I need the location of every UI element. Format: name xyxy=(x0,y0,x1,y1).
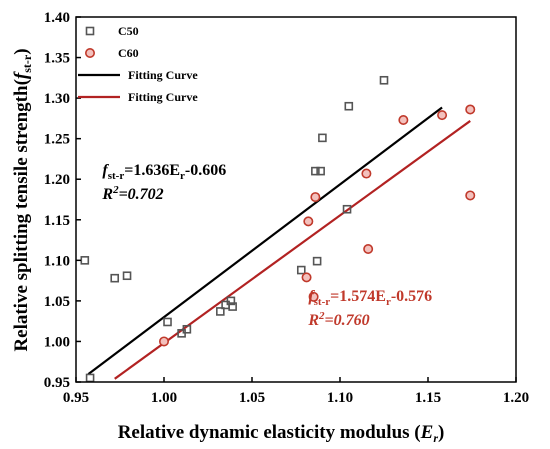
c60-data-point xyxy=(437,110,448,121)
c50-data-point xyxy=(122,271,132,281)
c50-data-point xyxy=(342,204,352,214)
c60-data-point xyxy=(398,115,409,126)
c50-data-point xyxy=(216,307,225,316)
c50-data-point xyxy=(311,166,320,176)
y-tick-label: 1.30 xyxy=(44,91,70,107)
y-axis-label: Relative splitting tensile strength(fst-… xyxy=(11,48,34,351)
c50-data-point xyxy=(110,273,120,283)
y-tick-label: 1.10 xyxy=(44,253,70,269)
fit-lines-group xyxy=(87,106,471,380)
x-axis-label: Relative dynamic elasticity modulus (Er) xyxy=(118,422,445,445)
fit-r2-text: R2=0.760 xyxy=(307,310,369,329)
equation-annotations: fst-r=1.636Er-0.606 R2=0.702 fst-r=1.574Er… xyxy=(101,162,432,329)
c60-data-point xyxy=(303,216,314,227)
c60-data-point xyxy=(361,168,372,179)
c60-data-point xyxy=(465,104,476,115)
x-tick-label: 1.15 xyxy=(415,390,441,406)
c60-data-point xyxy=(308,291,319,302)
c50-data-point xyxy=(318,133,327,143)
c60-data-point xyxy=(159,336,170,347)
x-tick-label: 0.95 xyxy=(63,390,89,406)
c50-data-point xyxy=(312,256,322,266)
c50-data-point xyxy=(226,296,236,306)
c50-data-point xyxy=(80,256,90,265)
fit-equation-text: fst-r=1.636Er-0.606 xyxy=(102,162,226,182)
y-tick-label: 1.05 xyxy=(44,294,70,310)
c50-data-point xyxy=(316,166,325,176)
y-tick-label: 1.40 xyxy=(44,10,70,26)
axis-ticks-group: 0.95 1.00 1.05 1.10 1.15 1.20 0.95 1.00 1.05 1.10… xyxy=(44,10,529,406)
y-tick-label: 1.00 xyxy=(44,334,70,350)
c50-data-point xyxy=(163,317,172,327)
legend-label: Fitting Curve xyxy=(128,68,198,82)
c60-data-point xyxy=(301,272,312,283)
y-tick-label: 0.95 xyxy=(44,375,70,391)
legend-label: Fitting Curve xyxy=(128,90,198,104)
x-tick-label: 1.10 xyxy=(327,390,353,406)
x-tick-label: 1.05 xyxy=(239,390,265,406)
y-tick-label: 1.35 xyxy=(44,51,70,67)
y-tick-label: 1.25 xyxy=(44,132,70,148)
c60-data-point xyxy=(363,243,374,254)
y-tick-label: 1.20 xyxy=(44,172,70,188)
c60-data-point xyxy=(465,190,476,201)
c50-data-point xyxy=(85,373,95,383)
fitting-curve-line xyxy=(114,120,471,380)
y-tick-label: 1.15 xyxy=(44,213,70,229)
c50-data-point xyxy=(296,265,306,275)
c50-data-point xyxy=(228,302,237,311)
c50-data-point xyxy=(344,101,354,111)
x-tick-label: 1.20 xyxy=(503,390,529,406)
c50-data-point xyxy=(379,75,389,85)
fit-equation-text: fst-r=1.574Er-0.576 xyxy=(308,288,432,308)
x-tick-label: 1.00 xyxy=(151,390,177,406)
fitting-curve-line xyxy=(87,106,443,376)
c50-data-point xyxy=(182,324,192,334)
legend-circle-marker xyxy=(85,47,96,58)
c60-data-point xyxy=(310,192,321,203)
legend: C50 C60 Fitting Curve Fitting Curve xyxy=(78,24,198,104)
fit-r2-text: R2=0.702 xyxy=(101,184,163,203)
data-points-group xyxy=(80,75,476,383)
legend-label: C60 xyxy=(118,46,139,60)
plot-frame xyxy=(75,16,517,383)
legend-label: C50 xyxy=(118,24,139,38)
legend-square-marker xyxy=(85,26,95,36)
